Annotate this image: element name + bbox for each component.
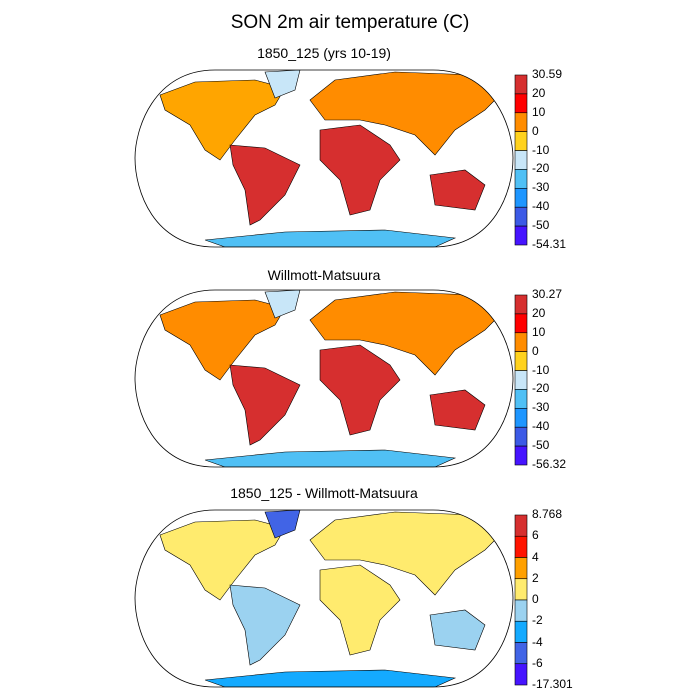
colorbar-label: -6: [532, 655, 543, 670]
colorbar-label: 2: [532, 570, 539, 585]
colorbar-box: [514, 389, 528, 409]
colorbar-box: [514, 351, 528, 371]
region-south-america: [229, 144, 301, 226]
colorbar-box: [514, 663, 528, 686]
colorbar-box: [514, 74, 528, 95]
colorbar-box: [514, 294, 528, 315]
colorbar-label: -30: [532, 180, 550, 195]
colorbar-label: 30.27: [532, 287, 563, 301]
figure-title: SON 2m air temperature (C): [230, 12, 470, 33]
region-south-america: [229, 364, 301, 446]
colorbar-label: 10: [532, 324, 546, 339]
colorbar-label: -17.301: [532, 677, 573, 691]
region-south-america: [229, 584, 301, 666]
region-antarctica: [204, 229, 457, 247]
colorbar-box: [514, 206, 528, 227]
colorbar-box: [514, 578, 528, 601]
region-greenland: [264, 70, 301, 99]
panel-title-obs: Willmott-Matsuura: [267, 267, 381, 283]
colorbar-box: [514, 514, 528, 537]
map-outline: [134, 289, 514, 468]
colorbar-label: 8.768: [532, 507, 563, 521]
colorbar-label: 30.59: [532, 67, 563, 81]
region-australia: [429, 389, 486, 431]
colorbar-box: [514, 188, 528, 208]
colorbar-box: [514, 599, 528, 622]
colorbar-label: 20: [532, 305, 546, 320]
panel-title-diff: 1850_125 - Willmott-Matsuura: [230, 485, 418, 501]
map-outline: [134, 509, 514, 688]
colorbar-label: -40: [532, 199, 550, 214]
map-panel-2: [134, 509, 514, 688]
region-north-america: [159, 79, 286, 161]
colorbar-label: 4: [532, 549, 539, 564]
region-greenland: [264, 290, 301, 319]
region-eurasia: [309, 71, 506, 156]
colorbar-label: 10: [532, 104, 546, 119]
region-north-america: [159, 519, 286, 601]
colorbar-box: [514, 370, 528, 390]
colorbar-label: -50: [532, 218, 550, 233]
region-eurasia: [309, 511, 506, 596]
colorbar-label: -10: [532, 142, 550, 157]
colorbar-box: [514, 225, 528, 246]
colorbar-box: [514, 642, 528, 665]
colorbar-label: -56.32: [532, 457, 567, 471]
region-antarctica: [204, 669, 457, 687]
colorbar-box: [514, 332, 528, 352]
colorbar-label: -20: [532, 381, 550, 396]
colorbar-box: [514, 620, 528, 643]
colorbar-label: -10: [532, 362, 550, 377]
colorbar-label: 0: [532, 592, 539, 606]
region-africa: [319, 124, 401, 216]
colorbar-box: [514, 557, 528, 580]
region-north-america: [159, 299, 286, 381]
colorbar-label: -4: [532, 634, 543, 649]
map-panel-1: [134, 289, 514, 468]
colorbar-box: [514, 535, 528, 558]
panel-title-model: 1850_125 (yrs 10-19): [257, 45, 391, 61]
colorbar-box: [514, 169, 528, 189]
region-africa: [319, 564, 401, 656]
colorbar-label: 20: [532, 85, 546, 100]
map-outline: [134, 69, 514, 248]
colorbar-box: [514, 150, 528, 170]
colorbar-box: [514, 426, 528, 447]
region-antarctica: [204, 449, 457, 467]
region-africa: [319, 344, 401, 436]
colorbar-label: -20: [532, 161, 550, 176]
colorbar-box: [514, 313, 528, 334]
colorbar-label: 0: [532, 343, 539, 358]
colorbar-label: -2: [532, 613, 543, 628]
region-greenland: [264, 510, 301, 539]
colorbar-label: -50: [532, 438, 550, 453]
region-australia: [429, 169, 486, 211]
colorbar-box: [514, 93, 528, 114]
colorbar-box: [514, 445, 528, 466]
colorbar-box: [514, 408, 528, 428]
map-panel-0: [134, 69, 514, 248]
colorbar-label: 0: [532, 123, 539, 138]
colorbar-label: -40: [532, 419, 550, 434]
colorbar-box: [514, 112, 528, 132]
region-eurasia: [309, 291, 506, 376]
colorbar-label: -54.31: [532, 237, 567, 251]
colorbar-label: -30: [532, 400, 550, 415]
region-australia: [429, 609, 486, 651]
colorbar-box: [514, 131, 528, 151]
colorbar-label: 6: [532, 528, 539, 543]
